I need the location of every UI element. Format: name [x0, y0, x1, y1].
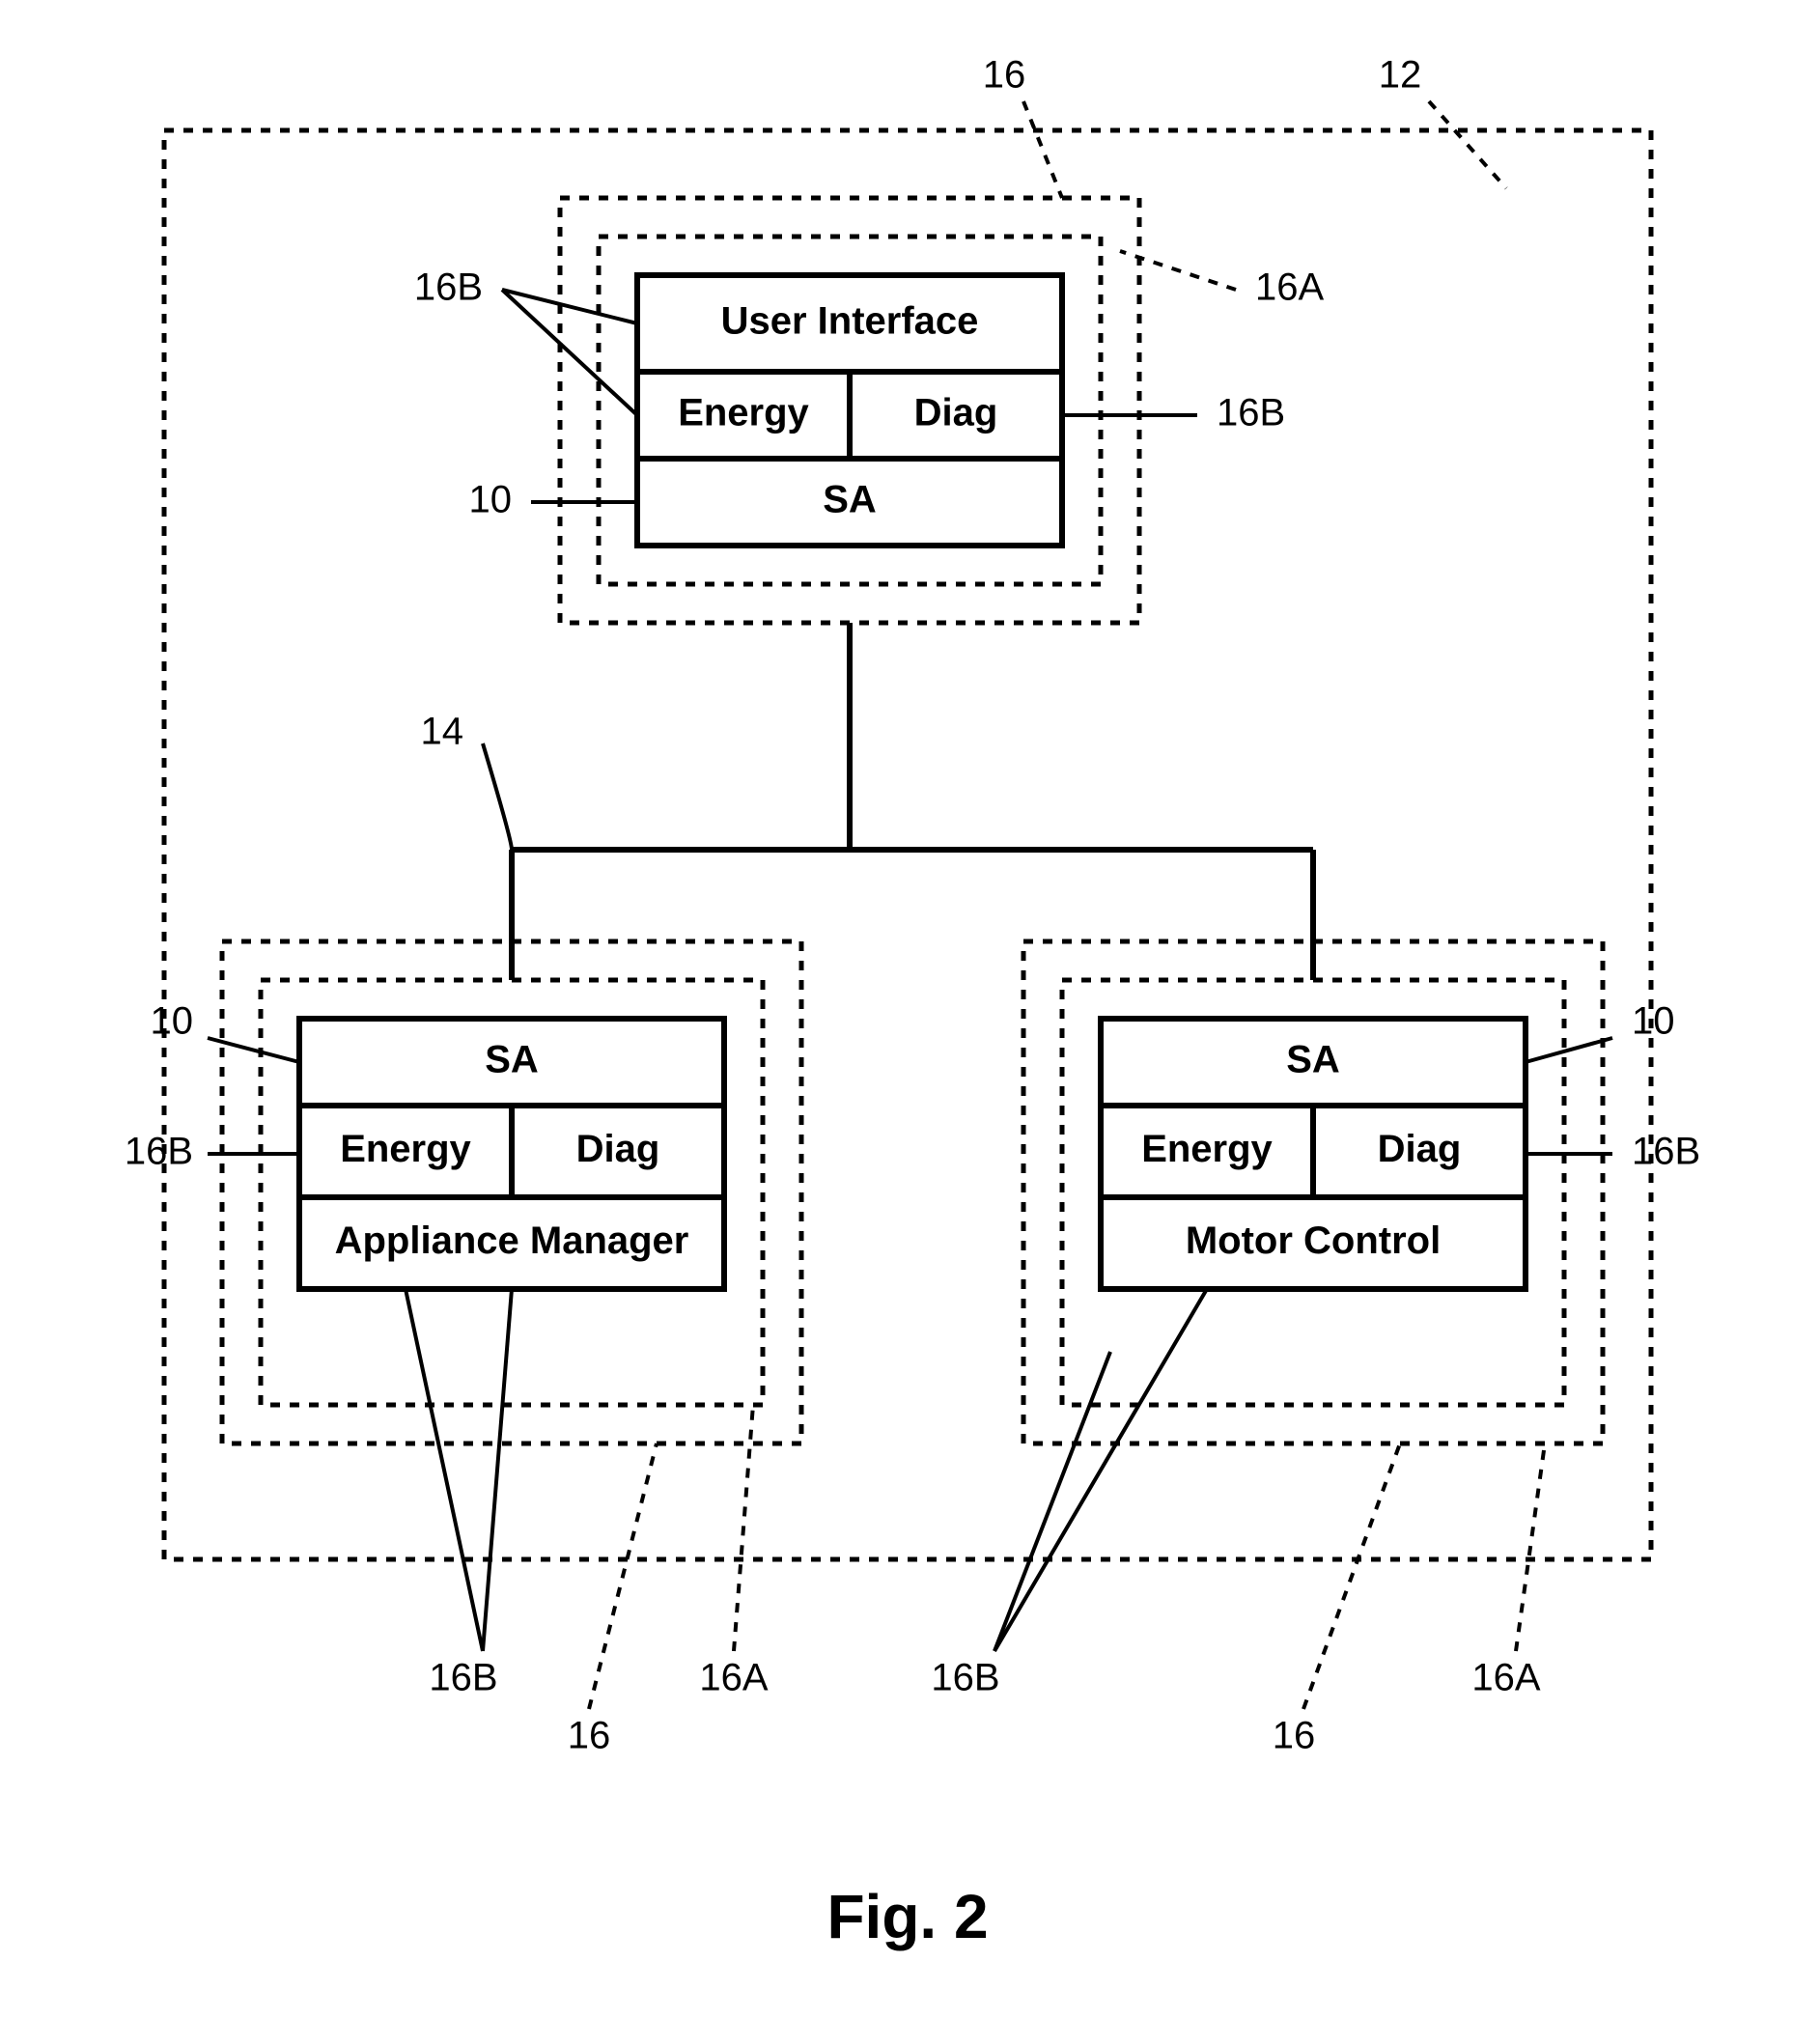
- ref-label-11-16B: 16B: [429, 1657, 497, 1699]
- ref-label-4-16B: 16B: [1217, 392, 1285, 434]
- ref-label-0-16-leader: [1023, 101, 1062, 198]
- ref-label-14-16B: 16B: [931, 1657, 999, 1699]
- ref-label-0-16: 16: [983, 54, 1026, 97]
- ref-label-7-10: 10: [151, 1000, 194, 1043]
- ref-label-12-16: 16: [568, 1715, 611, 1757]
- ref-label-11-16B-leader-a: [406, 1289, 483, 1651]
- left-row2-cell0-label: Energy: [340, 1128, 471, 1170]
- top-row1-label: User Interface: [721, 300, 979, 343]
- top-row2-cell0-label: Energy: [678, 392, 809, 434]
- left-row2-cell1-label: Diag: [576, 1128, 660, 1170]
- top-row2-cell1-label: Diag: [914, 392, 998, 434]
- ref-label-14-16B-leader-a: [994, 1289, 1207, 1651]
- ref-label-1-12: 12: [1379, 54, 1422, 97]
- ref-label-15-16: 16: [1273, 1715, 1316, 1757]
- ref-label-14-16B-leader-b: [994, 1352, 1110, 1651]
- figure-caption: Fig. 2: [826, 1882, 988, 1951]
- ref-label-15-16-leader: [1303, 1443, 1400, 1709]
- right-row2-cell0-label: Energy: [1141, 1128, 1273, 1170]
- ref-label-5-10: 10: [469, 479, 513, 521]
- top-row3-label: SA: [823, 479, 877, 521]
- ref-label-2-16B: 16B: [414, 266, 483, 309]
- ref-label-3-16A: 16A: [1255, 266, 1324, 309]
- ref-label-1-12-leader: [1429, 101, 1506, 188]
- ref-label-16-16A: 16A: [1471, 1657, 1540, 1699]
- left-row1-label: SA: [485, 1039, 539, 1081]
- diagram-canvas: User Interface Energy Diag SA SA Energy Diag Ap…: [0, 0, 1820, 2018]
- ref-label-6-14: 14: [421, 711, 464, 753]
- left-row3-label: Appliance Manager: [335, 1219, 689, 1262]
- right-row2-cell1-label: Diag: [1378, 1128, 1462, 1170]
- ref-label-9-10: 10: [1632, 1000, 1675, 1043]
- ref-label-13-16A: 16A: [699, 1657, 768, 1699]
- ref-label-16-16A-leader: [1516, 1443, 1545, 1651]
- ref-label-11-16B-leader-b: [483, 1289, 512, 1651]
- right-row3-label: Motor Control: [1186, 1219, 1441, 1262]
- ref-label-6-14-leader: [483, 743, 512, 850]
- ref-label-9-10-leader: [1526, 1038, 1612, 1062]
- ref-label-10-16B: 16B: [1632, 1131, 1700, 1173]
- right-row1-label: SA: [1286, 1039, 1340, 1081]
- ref-label-12-16-leader: [589, 1443, 657, 1709]
- ref-label-8-16B: 16B: [125, 1131, 193, 1173]
